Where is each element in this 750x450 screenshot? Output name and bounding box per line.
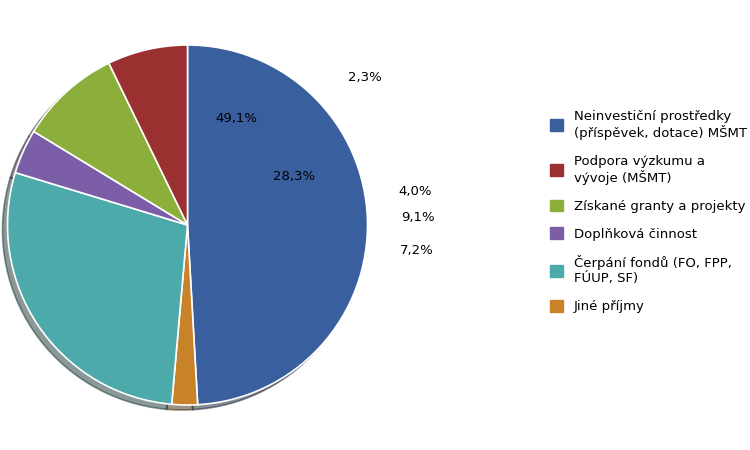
Wedge shape [172,225,198,405]
Text: 4,0%: 4,0% [399,185,432,198]
Text: 49,1%: 49,1% [215,112,257,125]
Text: 7,2%: 7,2% [400,244,433,257]
Wedge shape [34,63,188,225]
Wedge shape [15,131,188,225]
Wedge shape [8,173,188,404]
Text: 9,1%: 9,1% [401,212,434,225]
Text: 2,3%: 2,3% [348,71,382,84]
Text: 28,3%: 28,3% [273,170,315,183]
Wedge shape [188,45,368,405]
Legend: Neinvestiční prostředky
(příspěvek, dotace) MŠMT, Podpora výzkumu a
vývoje (MŠMT: Neinvestiční prostředky (příspěvek, dota… [546,106,750,317]
Wedge shape [109,45,188,225]
